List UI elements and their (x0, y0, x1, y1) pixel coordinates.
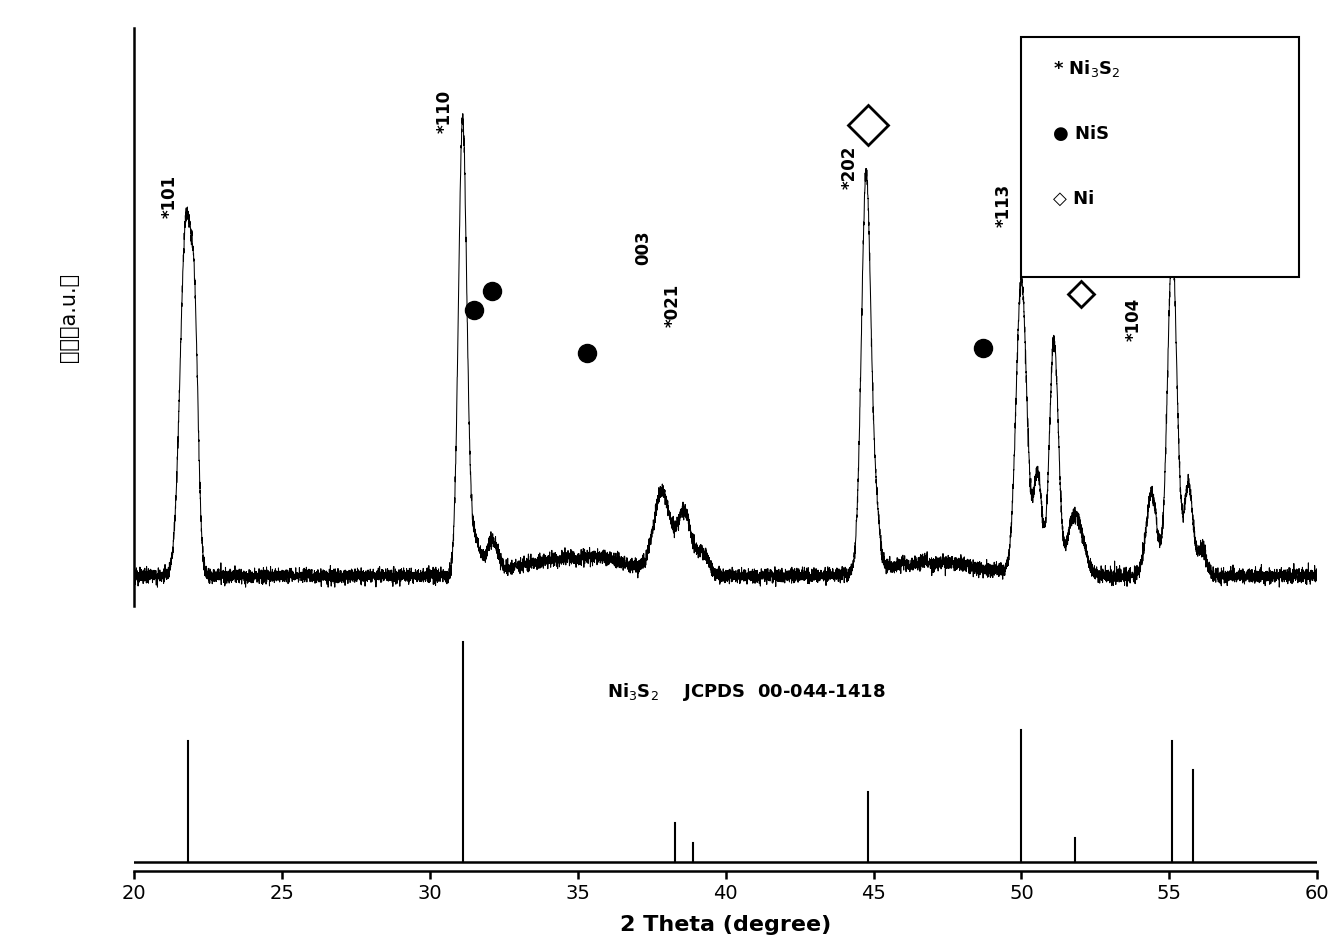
Text: * Ni$_3$S$_2$: * Ni$_3$S$_2$ (1054, 58, 1121, 79)
Text: 003: 003 (634, 230, 652, 265)
Text: *202: *202 (841, 146, 859, 189)
Text: *211: *211 (1027, 222, 1046, 265)
Text: *113: *113 (995, 184, 1012, 227)
Text: Ni$_3$S$_2$    JCPDS  00-044-1418: Ni$_3$S$_2$ JCPDS 00-044-1418 (607, 681, 886, 704)
Text: *104: *104 (1125, 297, 1142, 341)
Text: ● NiS: ● NiS (1054, 125, 1110, 143)
Text: 强度（a.u.）: 强度（a.u.） (59, 273, 79, 362)
Text: *021: *021 (664, 283, 681, 327)
Text: *101: *101 (161, 174, 179, 218)
Text: ◇ Ni: ◇ Ni (1054, 190, 1094, 208)
Text: *122: *122 (1145, 174, 1164, 218)
FancyBboxPatch shape (1021, 37, 1300, 277)
Text: *110: *110 (435, 89, 454, 133)
X-axis label: 2 Theta (degree): 2 Theta (degree) (620, 915, 832, 935)
